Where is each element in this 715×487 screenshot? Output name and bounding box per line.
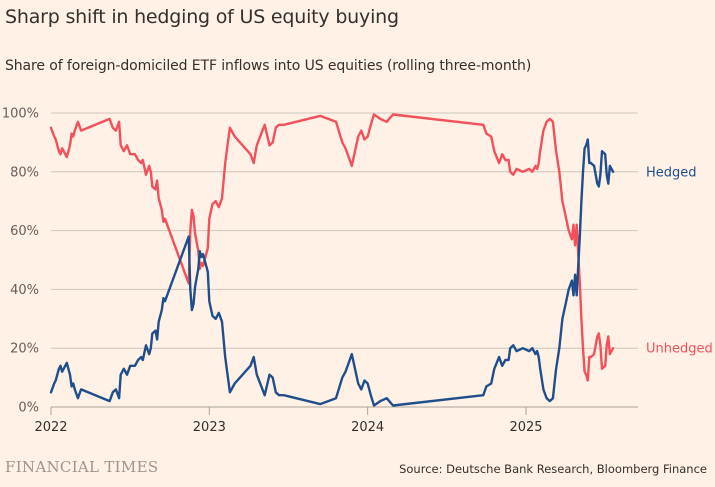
chart-title: Sharp shift in hedging of US equity buyi… <box>5 6 399 28</box>
x-tick-label: 2024 <box>351 420 384 435</box>
x-tick-label: 2025 <box>509 420 542 435</box>
gridlines <box>51 112 638 408</box>
x-axis: 2022 2023 2024 2025 <box>34 407 543 435</box>
series-line-unhedged <box>49 113 615 382</box>
x-tick-label: 2022 <box>34 420 67 435</box>
series-line-hedged <box>49 138 615 407</box>
chart-subtitle: Share of foreign-domiciled ETF inflows i… <box>5 58 532 74</box>
y-tick-label: 100% <box>2 107 39 122</box>
y-tick-label: 60% <box>10 224 39 239</box>
ft-logo: FINANCIAL TIMES <box>5 458 159 476</box>
series-label-hedged: Hedged <box>646 165 697 180</box>
y-tick-label: 40% <box>10 283 39 298</box>
series-label-unhedged: Unhedged <box>646 342 713 357</box>
y-tick-label: 80% <box>10 165 39 180</box>
y-axis: 0% 20% 40% 60% 80% 100% <box>2 107 39 416</box>
series-labels: Hedged Unhedged <box>646 165 713 356</box>
y-tick-label: 20% <box>10 342 39 357</box>
source-note: Source: Deutsche Bank Research, Bloomber… <box>399 462 707 476</box>
x-tick-label: 2023 <box>193 420 226 435</box>
y-tick-label: 0% <box>18 401 39 416</box>
series-lines <box>49 113 615 407</box>
